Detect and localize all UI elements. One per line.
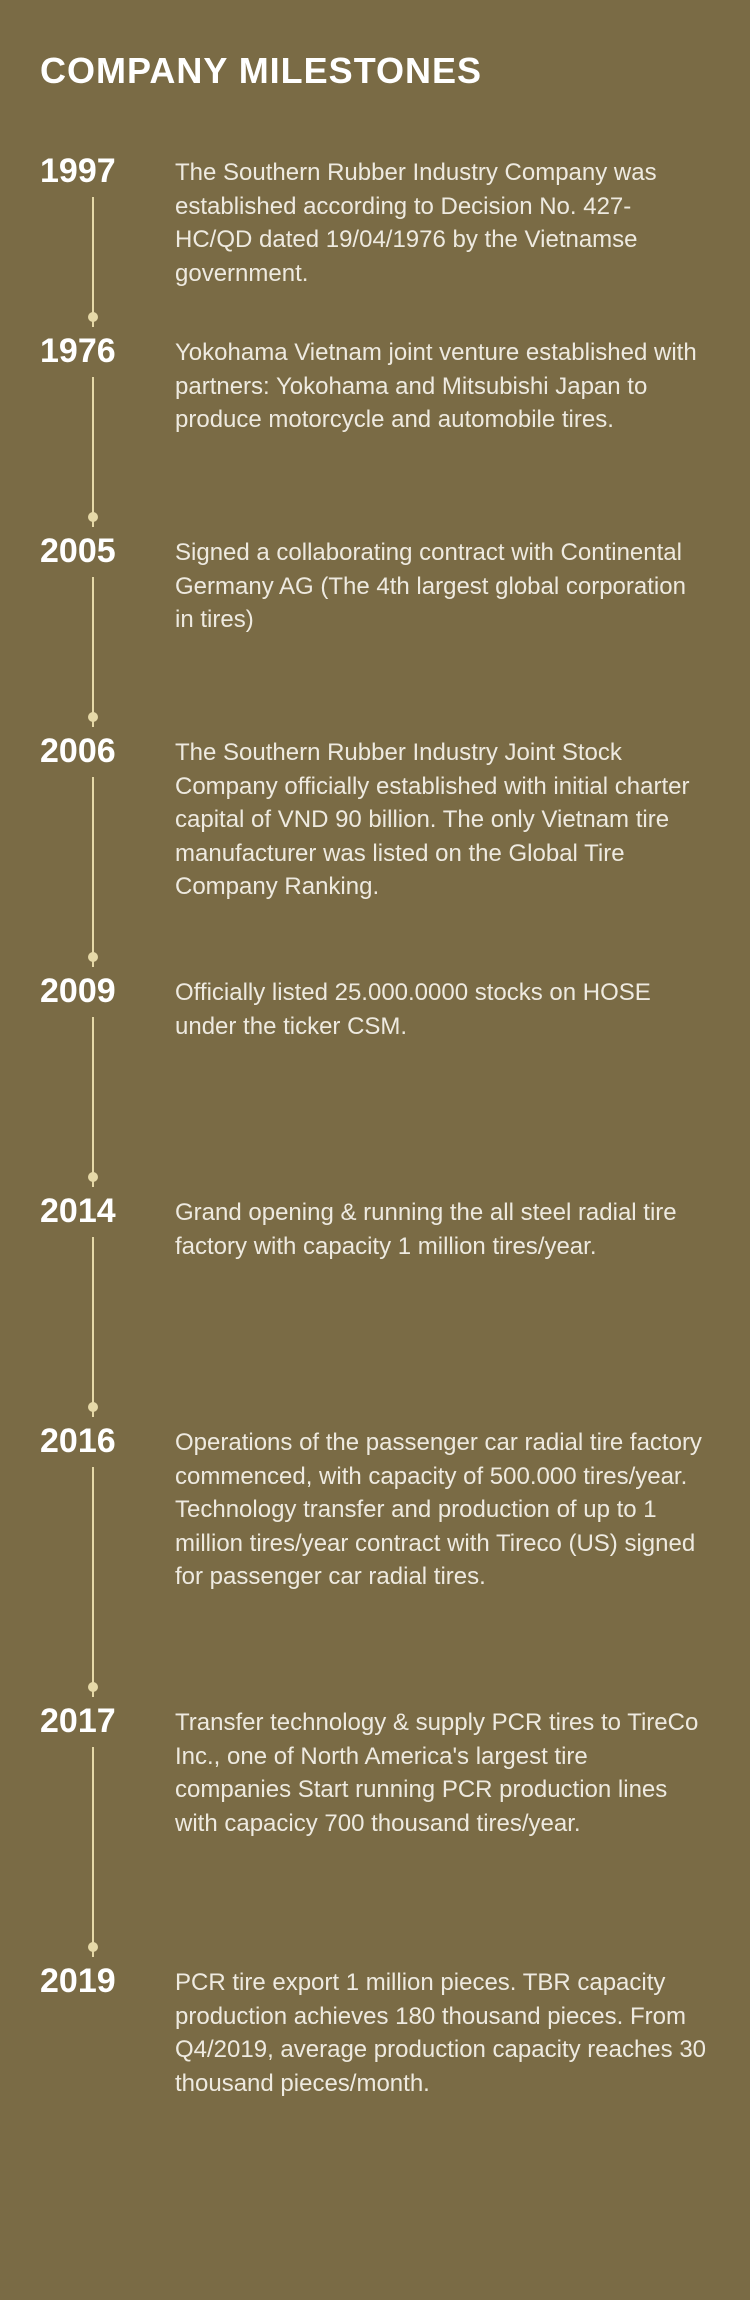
timeline-dot — [88, 1682, 98, 1692]
timeline-container: 1997The Southern Rubber Industry Company… — [40, 152, 710, 2202]
milestone-row: 1976Yokohama Vietnam joint venture estab… — [40, 332, 710, 532]
milestone-description: Grand opening & running the all steel ra… — [160, 1192, 710, 1263]
milestone-row: 2016Operations of the passenger car radi… — [40, 1422, 710, 1702]
year-column: 2016 — [40, 1422, 160, 1461]
milestone-description: PCR tire export 1 million pieces. TBR ca… — [160, 1962, 710, 2100]
milestone-year: 2017 — [40, 1702, 160, 1741]
milestone-description: The Southern Rubber Industry Joint Stock… — [160, 732, 710, 904]
milestone-row: 2017Transfer technology & supply PCR tir… — [40, 1702, 710, 1962]
milestone-row: 2006The Southern Rubber Industry Joint S… — [40, 732, 710, 972]
timeline-dot — [88, 712, 98, 722]
timeline-dot — [88, 1172, 98, 1182]
milestone-description: Operations of the passenger car radial t… — [160, 1422, 710, 1594]
timeline-segment — [92, 377, 94, 527]
timeline-dot — [88, 312, 98, 322]
milestone-year: 2006 — [40, 732, 160, 771]
timeline-segment — [92, 1467, 94, 1697]
milestone-row: 2005Signed a collaborating contract with… — [40, 532, 710, 732]
timeline-segment — [92, 1237, 94, 1417]
milestone-year: 2016 — [40, 1422, 160, 1461]
timeline-dot — [88, 952, 98, 962]
year-column: 2009 — [40, 972, 160, 1011]
milestone-year: 2005 — [40, 532, 160, 571]
timeline-segment — [92, 197, 94, 327]
timeline-dot — [88, 1402, 98, 1412]
milestone-year: 1976 — [40, 332, 160, 371]
year-column: 2014 — [40, 1192, 160, 1231]
milestone-year: 2019 — [40, 1962, 160, 2001]
milestone-description: Transfer technology & supply PCR tires t… — [160, 1702, 710, 1840]
milestone-year: 1997 — [40, 152, 160, 191]
milestone-year: 2014 — [40, 1192, 160, 1231]
page-title: COMPANY MILESTONES — [40, 50, 710, 92]
milestone-row: 2014Grand opening & running the all stee… — [40, 1192, 710, 1422]
timeline-dot — [88, 512, 98, 522]
milestone-description: Yokohama Vietnam joint venture establish… — [160, 332, 710, 437]
year-column: 1976 — [40, 332, 160, 371]
timeline-segment — [92, 1747, 94, 1957]
milestone-row: 1997The Southern Rubber Industry Company… — [40, 152, 710, 332]
timeline-segment — [92, 577, 94, 727]
milestone-year: 2009 — [40, 972, 160, 1011]
timeline-segment — [92, 777, 94, 967]
year-column: 2006 — [40, 732, 160, 771]
milestone-description: The Southern Rubber Industry Company was… — [160, 152, 710, 290]
milestone-row: 2019PCR tire export 1 million pieces. TB… — [40, 1962, 710, 2202]
year-column: 2005 — [40, 532, 160, 571]
timeline-dot — [88, 1942, 98, 1952]
milestone-description: Signed a collaborating contract with Con… — [160, 532, 710, 637]
milestone-description: Officially listed 25.000.0000 stocks on … — [160, 972, 710, 1043]
timeline-segment — [92, 1017, 94, 1187]
year-column: 2017 — [40, 1702, 160, 1741]
year-column: 1997 — [40, 152, 160, 191]
year-column: 2019 — [40, 1962, 160, 2001]
milestone-row: 2009Officially listed 25.000.0000 stocks… — [40, 972, 710, 1192]
